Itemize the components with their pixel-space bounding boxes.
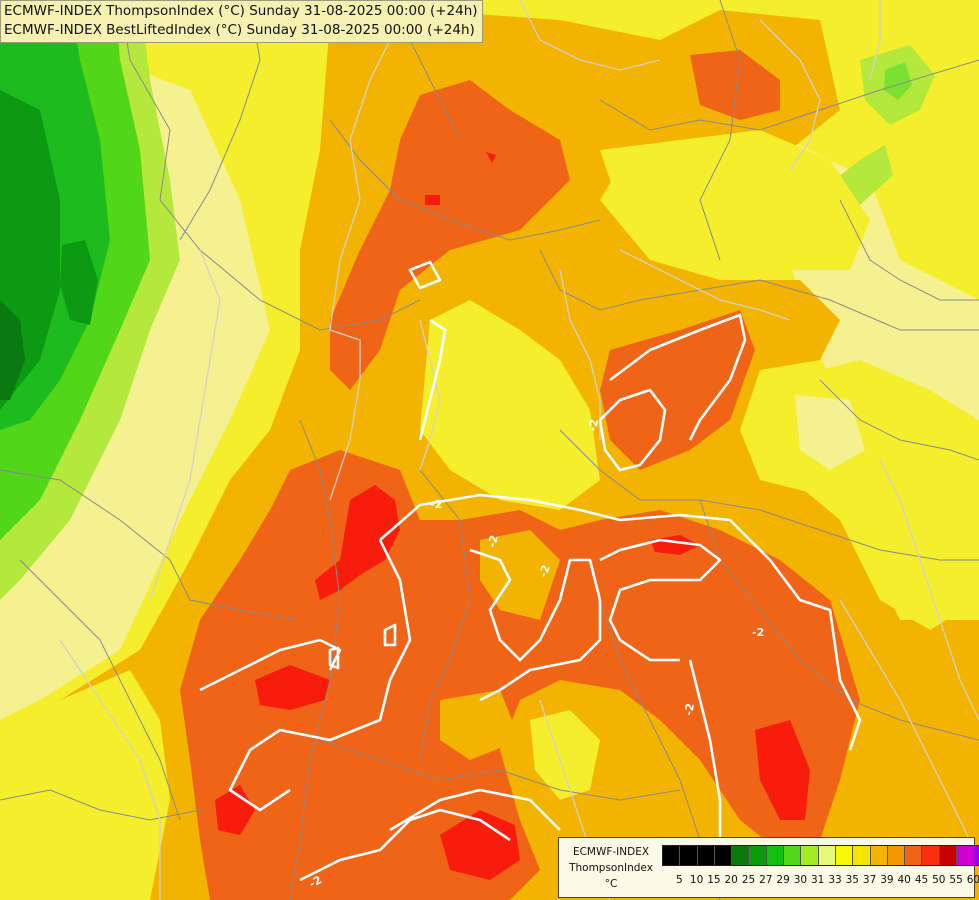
field-yellow-southwest	[0, 670, 170, 900]
legend-swatch	[697, 846, 715, 865]
legend-swatch	[818, 846, 836, 865]
legend-tick: 45	[914, 874, 929, 886]
legend-tick: 5	[675, 874, 683, 886]
legend-tick: 10	[689, 874, 704, 886]
field-orange-hole-2	[440, 690, 520, 760]
field-yellow-ne	[600, 130, 870, 270]
isoline-label: -2	[307, 873, 324, 890]
legend-tick: 30	[793, 874, 808, 886]
legend-unit: °C	[604, 878, 618, 890]
field-red-8	[486, 152, 496, 163]
legend-swatch	[957, 846, 975, 865]
legend-tick: 35	[845, 874, 859, 886]
legend-swatch	[974, 846, 979, 865]
legend-variable: ThompsonIndex	[569, 862, 653, 874]
isoline-label: -2	[537, 563, 553, 579]
legend-tick: 50	[932, 874, 946, 886]
field-yellow-center	[420, 300, 600, 510]
field-light-yellow	[0, 60, 270, 720]
legend-tick: 31	[811, 874, 825, 886]
field-red-7	[425, 195, 440, 205]
field-darkgreen-core	[0, 300, 25, 400]
legend-tick: 27	[759, 874, 773, 886]
isoline-label: -2	[430, 498, 442, 511]
legend-tick: 40	[897, 874, 911, 886]
isoline-label: -2	[682, 702, 697, 716]
legend-source: ECMWF-INDEX	[572, 846, 650, 858]
legend-swatch	[732, 846, 750, 865]
legend-tick: 39	[880, 874, 894, 886]
field-redorange-ne	[690, 50, 780, 120]
legend-swatch	[887, 846, 906, 865]
legend-tick: 60	[966, 874, 979, 886]
legend-tick: 15	[707, 874, 721, 886]
isoline-label: -2	[752, 626, 764, 639]
color-legend: ECMWF-INDEX ThompsonIndex °C 5 10 15 20 25 27…	[558, 837, 979, 898]
field-lightyellow-east2	[795, 395, 865, 470]
field-green-spot	[60, 240, 98, 325]
field-yellow-south	[530, 710, 600, 800]
field-green-ne	[884, 62, 912, 100]
map-title-bestlifted: ECMWF-INDEX BestLiftedIndex (°C) Sunday …	[4, 22, 475, 38]
legend-swatch	[939, 846, 958, 865]
map-title-thompson: ECMWF-INDEX ThompsonIndex (°C) Sunday 31…	[4, 3, 478, 19]
legend-tick: 20	[724, 874, 738, 886]
isoline-label: -2	[586, 418, 601, 432]
field-red-3	[215, 785, 255, 835]
legend-swatch	[680, 846, 698, 865]
legend-tick: 29	[776, 874, 790, 886]
legend-swatch	[835, 846, 854, 865]
field-redorange-north	[330, 80, 570, 390]
legend-swatch	[766, 846, 785, 865]
field-redorange-mid	[600, 310, 755, 470]
legend-swatch	[663, 846, 681, 865]
field-red-5	[755, 720, 810, 820]
isoline-label: -2	[485, 534, 501, 549]
legend-swatch	[870, 846, 888, 865]
field-red-4	[440, 810, 520, 880]
legend-tick: 55	[949, 874, 963, 886]
isoline-labels: -2 -2 -2 -2 -2 -2 -2	[307, 418, 764, 890]
legend-tick: 37	[862, 874, 877, 886]
legend-swatch	[801, 846, 819, 865]
legend-tick: 33	[828, 874, 842, 886]
legend-tick: 25	[741, 874, 756, 886]
legend-swatch	[749, 846, 767, 865]
legend-swatch	[922, 846, 940, 865]
legend-swatch	[784, 846, 802, 865]
legend-swatches	[662, 845, 979, 866]
legend-swatch	[714, 846, 733, 865]
legend-swatch	[853, 846, 871, 865]
map-title-box: ECMWF-INDEX ThompsonIndex (°C) Sunday 31…	[0, 0, 483, 43]
field-red-2	[255, 665, 330, 710]
legend-swatch	[905, 846, 923, 865]
field-orange-hole-1	[480, 530, 560, 620]
